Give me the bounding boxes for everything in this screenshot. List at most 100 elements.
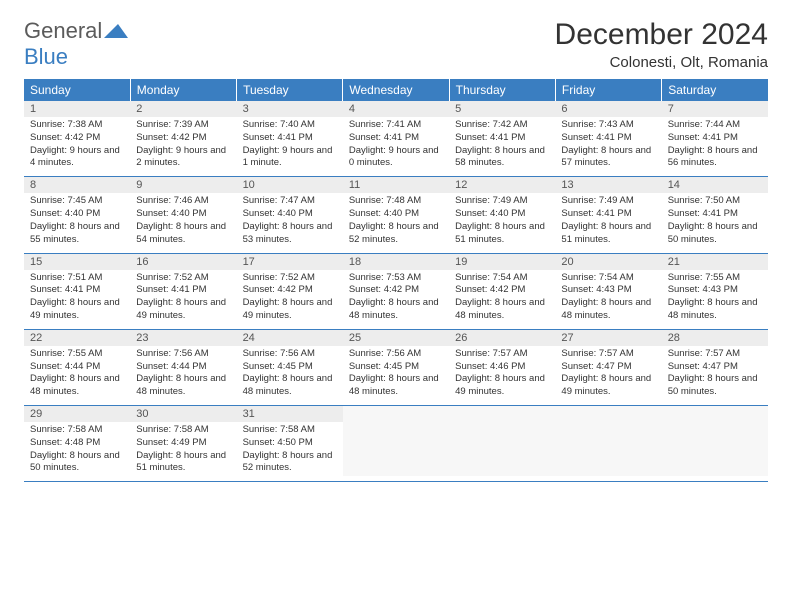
sunrise-value: 7:56 AM <box>280 348 315 359</box>
sunrise-label: Sunrise: <box>30 195 65 206</box>
sunrise-value: 7:47 AM <box>280 195 315 206</box>
weekday-sunday: Sunday <box>24 79 130 101</box>
sunset-label: Sunset: <box>243 437 275 448</box>
calendar-day-cell: 6Sunrise: 7:43 AMSunset: 4:41 PMDaylight… <box>555 101 661 177</box>
sunrise-line: Sunrise: 7:48 AM <box>349 195 443 208</box>
sunrise-line: Sunrise: 7:51 AM <box>30 272 124 285</box>
sunrise-line: Sunrise: 7:57 AM <box>668 348 762 361</box>
sunrise-label: Sunrise: <box>136 348 171 359</box>
sunset-label: Sunset: <box>455 361 487 372</box>
weekday-friday: Friday <box>555 79 661 101</box>
sunrise-line: Sunrise: 7:54 AM <box>455 272 549 285</box>
sunset-value: 4:41 PM <box>384 132 419 143</box>
sunrise-label: Sunrise: <box>136 119 171 130</box>
day-number: 23 <box>130 330 236 346</box>
day-number: 5 <box>449 101 555 117</box>
sunrise-label: Sunrise: <box>349 195 384 206</box>
day-body: Sunrise: 7:55 AMSunset: 4:43 PMDaylight:… <box>662 270 768 329</box>
daylight-label: Daylight: <box>136 221 173 232</box>
sunset-value: 4:41 PM <box>277 132 312 143</box>
calendar-day-cell: 2Sunrise: 7:39 AMSunset: 4:42 PMDaylight… <box>130 101 236 177</box>
calendar-day-cell: 3Sunrise: 7:40 AMSunset: 4:41 PMDaylight… <box>237 101 343 177</box>
sunset-line: Sunset: 4:44 PM <box>136 361 230 374</box>
sunset-line: Sunset: 4:43 PM <box>668 284 762 297</box>
day-number: 2 <box>130 101 236 117</box>
calendar-day-cell: 14Sunrise: 7:50 AMSunset: 4:41 PMDayligh… <box>662 177 768 253</box>
sunset-label: Sunset: <box>136 437 168 448</box>
day-body: Sunrise: 7:57 AMSunset: 4:46 PMDaylight:… <box>449 346 555 405</box>
sunset-line: Sunset: 4:41 PM <box>30 284 124 297</box>
calendar-day-cell: 30Sunrise: 7:58 AMSunset: 4:49 PMDayligh… <box>130 406 236 482</box>
sunrise-line: Sunrise: 7:38 AM <box>30 119 124 132</box>
daylight-line: Daylight: 8 hours and 49 minutes. <box>136 297 230 323</box>
sunset-line: Sunset: 4:48 PM <box>30 437 124 450</box>
sunrise-line: Sunrise: 7:43 AM <box>561 119 655 132</box>
sunset-label: Sunset: <box>30 208 62 219</box>
day-number: 25 <box>343 330 449 346</box>
day-body: Sunrise: 7:57 AMSunset: 4:47 PMDaylight:… <box>662 346 768 405</box>
day-body: Sunrise: 7:47 AMSunset: 4:40 PMDaylight:… <box>237 193 343 252</box>
day-number: 6 <box>555 101 661 117</box>
sunrise-label: Sunrise: <box>561 119 596 130</box>
daylight-label: Daylight: <box>30 221 67 232</box>
calendar-week-row: 8 Sunrise: 7:45 AM Sunset: 4:40 PM Daylight… <box>24 177 768 253</box>
daylight-line: Daylight: 9 hours and 1 minute. <box>243 145 337 171</box>
daylight-label: Daylight: <box>455 145 492 156</box>
day-body: Sunrise: 7:42 AMSunset: 4:41 PMDaylight:… <box>449 117 555 176</box>
day-body: Sunrise: 7:58 AMSunset: 4:49 PMDaylight:… <box>130 422 236 481</box>
month-title: December 2024 <box>555 18 768 52</box>
sunrise-label: Sunrise: <box>455 119 490 130</box>
calendar-day-cell <box>343 406 449 482</box>
daylight-label: Daylight: <box>668 373 705 384</box>
weekday-monday: Monday <box>130 79 236 101</box>
sunrise-value: 7:58 AM <box>280 424 315 435</box>
sunset-value: 4:46 PM <box>490 361 525 372</box>
sunset-value: 4:40 PM <box>277 208 312 219</box>
calendar-day-cell: 9Sunrise: 7:46 AMSunset: 4:40 PMDaylight… <box>130 177 236 253</box>
daylight-label: Daylight: <box>455 373 492 384</box>
header-row: General Blue December 2024 Colonesti, Ol… <box>24 18 768 71</box>
daylight-line: Daylight: 8 hours and 49 minutes. <box>30 297 124 323</box>
sunset-line: Sunset: 4:42 PM <box>30 132 124 145</box>
sunrise-label: Sunrise: <box>668 348 703 359</box>
daylight-line: Daylight: 8 hours and 57 minutes. <box>561 145 655 171</box>
sunrise-label: Sunrise: <box>561 195 596 206</box>
calendar-day-cell: 25Sunrise: 7:56 AMSunset: 4:45 PMDayligh… <box>343 329 449 405</box>
sunset-line: Sunset: 4:42 PM <box>243 284 337 297</box>
logo-word-general: General <box>24 18 102 43</box>
day-body: Sunrise: 7:51 AMSunset: 4:41 PMDaylight:… <box>24 270 130 329</box>
sunset-value: 4:42 PM <box>277 284 312 295</box>
calendar-day-cell: 1Sunrise: 7:38 AMSunset: 4:42 PMDaylight… <box>24 101 130 177</box>
day-number: 13 <box>555 177 661 193</box>
sunrise-label: Sunrise: <box>455 272 490 283</box>
daylight-line: Daylight: 9 hours and 0 minutes. <box>349 145 443 171</box>
sunrise-value: 7:57 AM <box>705 348 740 359</box>
daylight-label: Daylight: <box>136 297 173 308</box>
sunrise-value: 7:45 AM <box>68 195 103 206</box>
sunset-line: Sunset: 4:42 PM <box>136 132 230 145</box>
day-number: 8 <box>24 177 130 193</box>
sunrise-value: 7:57 AM <box>493 348 528 359</box>
sunrise-label: Sunrise: <box>243 119 278 130</box>
day-body-empty <box>449 422 555 476</box>
sunrise-line: Sunrise: 7:50 AM <box>668 195 762 208</box>
calendar-day-cell: 4Sunrise: 7:41 AMSunset: 4:41 PMDaylight… <box>343 101 449 177</box>
calendar-day-cell: 12Sunrise: 7:49 AMSunset: 4:40 PMDayligh… <box>449 177 555 253</box>
sunset-label: Sunset: <box>136 361 168 372</box>
sunset-line: Sunset: 4:41 PM <box>668 208 762 221</box>
daylight-line: Daylight: 8 hours and 55 minutes. <box>30 221 124 247</box>
sunset-label: Sunset: <box>136 132 168 143</box>
sunset-label: Sunset: <box>349 132 381 143</box>
calendar-day-cell: 18Sunrise: 7:53 AMSunset: 4:42 PMDayligh… <box>343 253 449 329</box>
calendar-day-cell: 28Sunrise: 7:57 AMSunset: 4:47 PMDayligh… <box>662 329 768 405</box>
sunrise-line: Sunrise: 7:56 AM <box>136 348 230 361</box>
sunset-label: Sunset: <box>561 208 593 219</box>
sunset-label: Sunset: <box>243 361 275 372</box>
sunset-value: 4:41 PM <box>596 132 631 143</box>
day-body-empty <box>343 422 449 476</box>
sunrise-label: Sunrise: <box>668 119 703 130</box>
day-number: 28 <box>662 330 768 346</box>
calendar-day-cell: 20Sunrise: 7:54 AMSunset: 4:43 PMDayligh… <box>555 253 661 329</box>
day-number-empty <box>343 406 449 422</box>
sunset-line: Sunset: 4:40 PM <box>243 208 337 221</box>
